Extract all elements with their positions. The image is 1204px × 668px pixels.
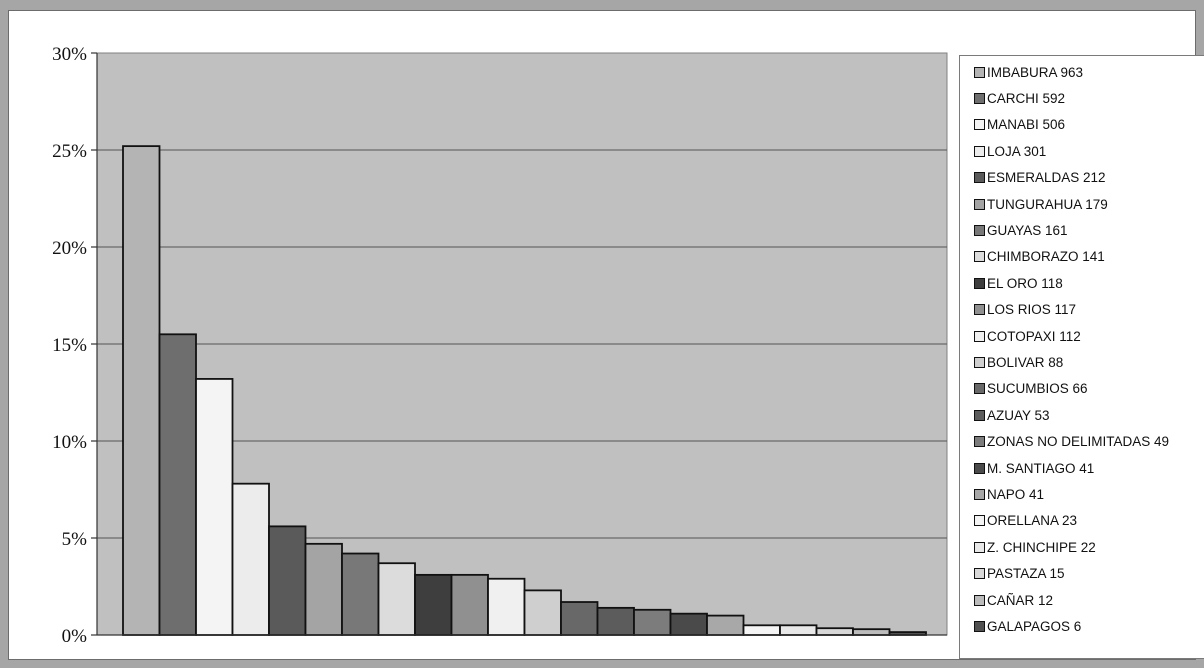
legend-label: EL ORO 118 bbox=[987, 275, 1063, 291]
legend-item: M. SANTIAGO 41 bbox=[974, 458, 1094, 478]
legend-item: BOLIVAR 88 bbox=[974, 352, 1063, 372]
legend-item: AZUAY 53 bbox=[974, 405, 1050, 425]
y-tick-label: 30% bbox=[52, 44, 87, 65]
bar bbox=[742, 624, 781, 636]
legend-swatch bbox=[974, 277, 985, 289]
legend-swatch bbox=[974, 356, 985, 368]
legend-item: TUNGURAHUA 179 bbox=[974, 194, 1108, 214]
legend-label: LOJA 301 bbox=[987, 143, 1047, 159]
legend-swatch bbox=[974, 330, 985, 342]
bar bbox=[633, 608, 672, 636]
legend-swatch bbox=[974, 92, 985, 104]
bar bbox=[669, 612, 708, 636]
legend-label: LOS RIOS 117 bbox=[987, 302, 1077, 318]
bar bbox=[304, 542, 343, 636]
legend-item: CAÑAR 12 bbox=[974, 590, 1053, 610]
legend-item: CHIMBORAZO 141 bbox=[974, 247, 1105, 267]
bar bbox=[852, 628, 891, 636]
legend-label: GUAYAS 161 bbox=[987, 222, 1068, 238]
bar bbox=[596, 606, 635, 636]
legend-swatch bbox=[974, 462, 985, 474]
bar bbox=[231, 482, 270, 636]
legend-item: SUCUMBIOS 66 bbox=[974, 379, 1088, 399]
bar bbox=[158, 333, 197, 636]
legend-label: IMBABURA 963 bbox=[987, 64, 1084, 80]
legend-swatch bbox=[974, 488, 985, 500]
legend-swatch bbox=[974, 224, 985, 236]
legend-item: COTOPAXI 112 bbox=[974, 326, 1081, 346]
y-tick-label: 10% bbox=[52, 432, 87, 453]
legend-label: NAPO 41 bbox=[987, 486, 1045, 502]
bar bbox=[706, 614, 745, 636]
legend-item: LOJA 301 bbox=[974, 141, 1046, 161]
legend-item: ESMERALDAS 212 bbox=[974, 168, 1106, 188]
legend-item: GUAYAS 161 bbox=[974, 220, 1068, 240]
legend-label: COTOPAXI 112 bbox=[987, 328, 1081, 344]
legend-item: EL ORO 118 bbox=[974, 273, 1063, 293]
y-tick-label: 15% bbox=[52, 335, 87, 356]
legend-swatch bbox=[974, 620, 985, 632]
legend-label: CHIMBORAZO 141 bbox=[987, 249, 1105, 265]
bar-chart: 0% 5% 10% 15% 20% 25% 30% bbox=[52, 44, 948, 647]
legend-swatch bbox=[974, 145, 985, 157]
bar bbox=[377, 562, 416, 636]
legend-swatch bbox=[974, 436, 985, 448]
legend-item: GALAPAGOS 6 bbox=[974, 616, 1081, 636]
legend-swatch bbox=[974, 594, 985, 606]
legend-label: AZUAY 53 bbox=[987, 407, 1050, 423]
legend-label: CARCHI 592 bbox=[987, 90, 1066, 106]
legend-label: BOLIVAR 88 bbox=[987, 354, 1064, 370]
legend: IMBABURA 963 CARCHI 592 MANABI 506 LOJA 301… bbox=[959, 55, 1204, 659]
bar bbox=[560, 601, 599, 636]
legend-label: Z. CHINCHIPE 22 bbox=[987, 539, 1096, 555]
bar bbox=[450, 573, 489, 636]
legend-label: GALAPAGOS 6 bbox=[987, 618, 1082, 634]
legend-swatch bbox=[974, 66, 985, 78]
chart-frame: 0% 5% 10% 15% 20% 25% 30% IMBABURA 963 CARCHI 5… bbox=[8, 10, 1204, 660]
legend-item: PASTAZA 15 bbox=[974, 564, 1065, 584]
legend-swatch bbox=[974, 515, 985, 527]
legend-item: ZONAS NO DELIMITADAS 49 bbox=[974, 432, 1169, 452]
bar bbox=[268, 525, 307, 636]
bar bbox=[487, 577, 526, 636]
legend-item: NAPO 41 bbox=[974, 484, 1044, 504]
y-tick-label: 25% bbox=[52, 141, 87, 162]
y-axis-ticks: 0% 5% 10% 15% 20% 25% 30% bbox=[52, 44, 97, 647]
legend-item: MANABI 506 bbox=[974, 115, 1065, 135]
legend-item: CARCHI 592 bbox=[974, 88, 1065, 108]
legend-label: SUCUMBIOS 66 bbox=[987, 381, 1088, 397]
legend-label: ESMERALDAS 212 bbox=[987, 170, 1106, 186]
legend-label: PASTAZA 15 bbox=[987, 566, 1065, 582]
legend-item: LOS RIOS 117 bbox=[974, 300, 1076, 320]
y-tick-label: 20% bbox=[52, 238, 87, 259]
legend-label: ORELLANA 23 bbox=[987, 513, 1078, 529]
bar bbox=[195, 378, 234, 636]
bar bbox=[122, 145, 161, 636]
y-tick-label: 5% bbox=[62, 529, 88, 550]
legend-swatch bbox=[974, 251, 985, 263]
legend-swatch bbox=[974, 383, 985, 395]
legend-swatch bbox=[974, 304, 985, 316]
bar bbox=[341, 552, 380, 636]
legend-item: Z. CHINCHIPE 22 bbox=[974, 537, 1096, 557]
bars bbox=[122, 145, 927, 636]
legend-label: TUNGURAHUA 179 bbox=[987, 196, 1108, 212]
bar bbox=[815, 627, 854, 636]
legend-item: ORELLANA 23 bbox=[974, 511, 1077, 531]
bar bbox=[523, 589, 562, 636]
legend-swatch bbox=[974, 568, 985, 580]
legend-swatch bbox=[974, 541, 985, 553]
legend-label: CAÑAR 12 bbox=[987, 592, 1054, 608]
legend-swatch bbox=[974, 172, 985, 184]
legend-label: MANABI 506 bbox=[987, 117, 1066, 133]
legend-label: ZONAS NO DELIMITADAS 49 bbox=[987, 434, 1170, 450]
legend-swatch bbox=[974, 119, 985, 131]
legend-swatch bbox=[974, 198, 985, 210]
legend-swatch bbox=[974, 409, 985, 421]
bar bbox=[779, 624, 818, 636]
legend-item: IMBABURA 963 bbox=[974, 62, 1083, 82]
legend-label: M. SANTIAGO 41 bbox=[987, 460, 1095, 476]
y-tick-label: 0% bbox=[62, 626, 88, 647]
bar bbox=[414, 573, 453, 636]
